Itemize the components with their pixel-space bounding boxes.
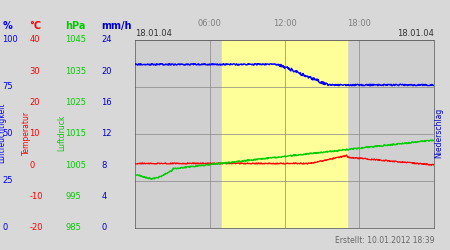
Text: 20: 20: [101, 67, 112, 76]
Text: 06:00: 06:00: [198, 18, 222, 28]
Text: 12:00: 12:00: [273, 18, 297, 28]
Text: mm/h: mm/h: [101, 21, 132, 31]
Text: 75: 75: [2, 82, 13, 91]
Text: 1035: 1035: [65, 67, 86, 76]
Text: 8: 8: [101, 160, 107, 170]
Bar: [222, 40, 347, 228]
Text: 30: 30: [29, 67, 40, 76]
Text: Niederschlag: Niederschlag: [434, 108, 443, 158]
Text: 0: 0: [29, 160, 35, 170]
Text: hPa: hPa: [65, 21, 86, 31]
Text: -10: -10: [29, 192, 43, 201]
Text: 985: 985: [65, 223, 81, 232]
Text: 0: 0: [2, 223, 8, 232]
Text: 1005: 1005: [65, 160, 86, 170]
Text: 1015: 1015: [65, 129, 86, 138]
Text: 18:00: 18:00: [347, 18, 371, 28]
Text: 18.01.04: 18.01.04: [397, 28, 434, 38]
Text: 50: 50: [2, 129, 13, 138]
Text: 24: 24: [101, 36, 112, 44]
Text: 12: 12: [101, 129, 112, 138]
Text: %: %: [2, 21, 12, 31]
Text: Temperatur: Temperatur: [22, 110, 31, 154]
Text: 25: 25: [2, 176, 13, 185]
Text: 16: 16: [101, 98, 112, 107]
Text: 40: 40: [29, 36, 40, 44]
Text: -20: -20: [29, 223, 43, 232]
Text: 100: 100: [2, 36, 18, 44]
Text: 4: 4: [101, 192, 107, 201]
Text: 1045: 1045: [65, 36, 86, 44]
Text: °C: °C: [29, 21, 41, 31]
Text: 0: 0: [101, 223, 107, 232]
Text: Erstellt: 10.01.2012 18:39: Erstellt: 10.01.2012 18:39: [335, 236, 434, 245]
Text: 20: 20: [29, 98, 40, 107]
Text: 18.01.04: 18.01.04: [135, 28, 172, 38]
Text: 10: 10: [29, 129, 40, 138]
Text: 1025: 1025: [65, 98, 86, 107]
Text: 995: 995: [65, 192, 81, 201]
Text: Luftfeuchtigkeit: Luftfeuchtigkeit: [0, 102, 6, 163]
Text: Luftdruck: Luftdruck: [58, 114, 67, 151]
